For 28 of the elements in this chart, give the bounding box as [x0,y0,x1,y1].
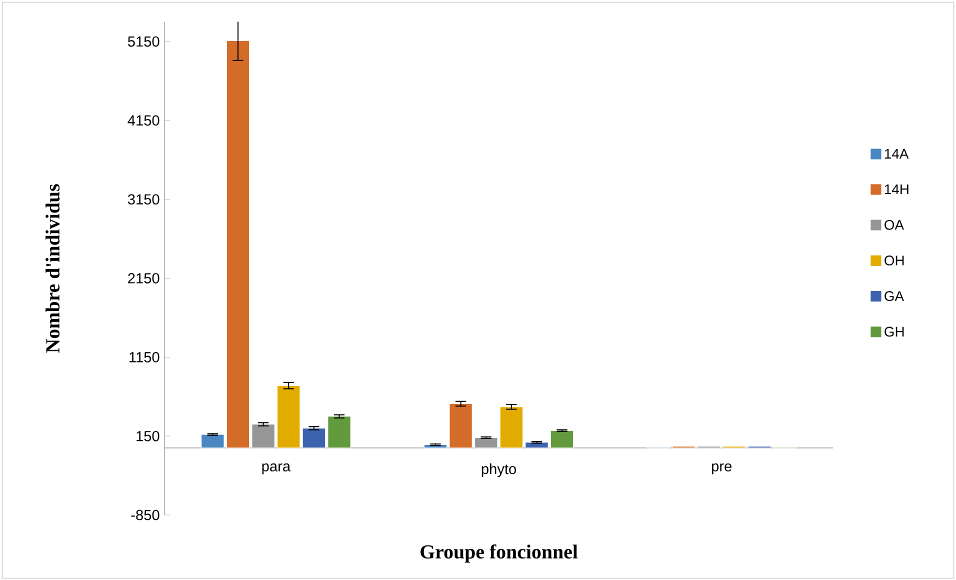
bar [500,406,524,448]
legend-label: GA [884,291,904,301]
x-tick-label: pre [712,463,732,474]
legend-label: 14A [884,148,909,158]
bar [252,424,275,448]
bar [550,430,574,448]
x-tick-label: para [262,463,291,474]
legend-label: OH [884,255,904,266]
bar [201,434,224,448]
y-tick-label: 2150 [128,273,160,284]
legend-label: GH [884,326,904,337]
y-tick-label: 5150 [128,36,160,47]
y-tick-label: -850 [131,510,160,520]
bar [449,403,472,448]
bar [328,416,351,448]
bar [277,385,300,448]
y-axis-title: Nombre d'individus [46,184,60,353]
y-tick-label: 1150 [130,352,160,362]
legend-label: 14H [884,184,908,194]
bar [226,40,250,448]
legend-label: OA [884,220,904,230]
bar [474,437,498,448]
bar [302,428,326,448]
x-tick-label: phyto [482,463,516,477]
x-axis-title: Groupe foncionnel [420,544,578,563]
y-tick-label: 150 [136,430,160,442]
y-tick-label: 3150 [128,194,160,204]
y-tick-label: 4150 [128,115,160,126]
